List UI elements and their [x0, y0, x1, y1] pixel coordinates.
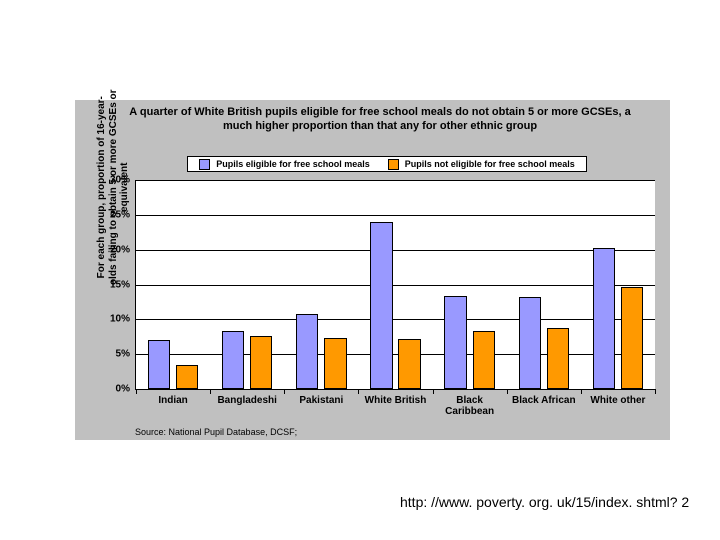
x-tick-label: Black Caribbean: [435, 389, 505, 417]
gridline: [136, 354, 655, 355]
x-tick-mark: [655, 389, 656, 394]
chart-source: Source: National Pupil Database, DCSF;: [135, 427, 297, 437]
bar: [176, 365, 198, 389]
x-tick-mark: [136, 389, 137, 394]
bar: [370, 222, 392, 389]
y-tick-label: 20%: [110, 244, 136, 255]
x-tick-label: White other: [583, 389, 653, 406]
y-tick-label: 30%: [110, 175, 136, 186]
x-tick-label: Black African: [509, 389, 579, 406]
y-tick-label: 0%: [116, 384, 136, 395]
bar: [444, 296, 466, 389]
gridline: [136, 285, 655, 286]
x-tick-label: Bangladeshi: [212, 389, 282, 406]
x-tick-mark: [358, 389, 359, 394]
chart-panel: A quarter of White British pupils eligib…: [75, 100, 670, 440]
legend-swatch-0: [199, 159, 210, 170]
bar: [593, 248, 615, 389]
x-tick-mark: [433, 389, 434, 394]
y-tick-label: 25%: [110, 209, 136, 220]
bar: [296, 314, 318, 389]
gridline: [136, 250, 655, 251]
y-tick-label: 15%: [110, 279, 136, 290]
bar: [519, 297, 541, 389]
x-tick-mark: [284, 389, 285, 394]
legend-label-1: Pupils not eligible for free school meal…: [405, 159, 575, 169]
y-tick-label: 5%: [116, 349, 136, 360]
bar: [148, 340, 170, 389]
chart-legend: Pupils eligible for free school meals Pu…: [187, 156, 587, 172]
gridline: [136, 319, 655, 320]
y-axis-label: For each group, proportion of 16-year-ol…: [96, 87, 131, 287]
plot-area: 0%5%10%15%20%25%30%IndianBangladeshiPaki…: [135, 180, 655, 390]
x-tick-mark: [507, 389, 508, 394]
x-tick-label: White British: [360, 389, 430, 406]
y-tick-label: 10%: [110, 314, 136, 325]
bar: [547, 328, 569, 389]
x-tick-label: Indian: [138, 389, 208, 406]
bar: [398, 339, 420, 389]
gridline: [136, 180, 655, 181]
x-tick-label: Pakistani: [286, 389, 356, 406]
legend-swatch-1: [388, 159, 399, 170]
bar: [250, 336, 272, 389]
x-tick-mark: [210, 389, 211, 394]
bar: [473, 331, 495, 389]
x-tick-mark: [581, 389, 582, 394]
gridline: [136, 215, 655, 216]
footer-url: http: //www. poverty. org. uk/15/index. …: [400, 494, 689, 510]
legend-label-0: Pupils eligible for free school meals: [216, 159, 370, 169]
bar: [621, 287, 643, 389]
bar: [324, 338, 346, 389]
chart-title: A quarter of White British pupils eligib…: [125, 106, 635, 134]
bar: [222, 331, 244, 389]
